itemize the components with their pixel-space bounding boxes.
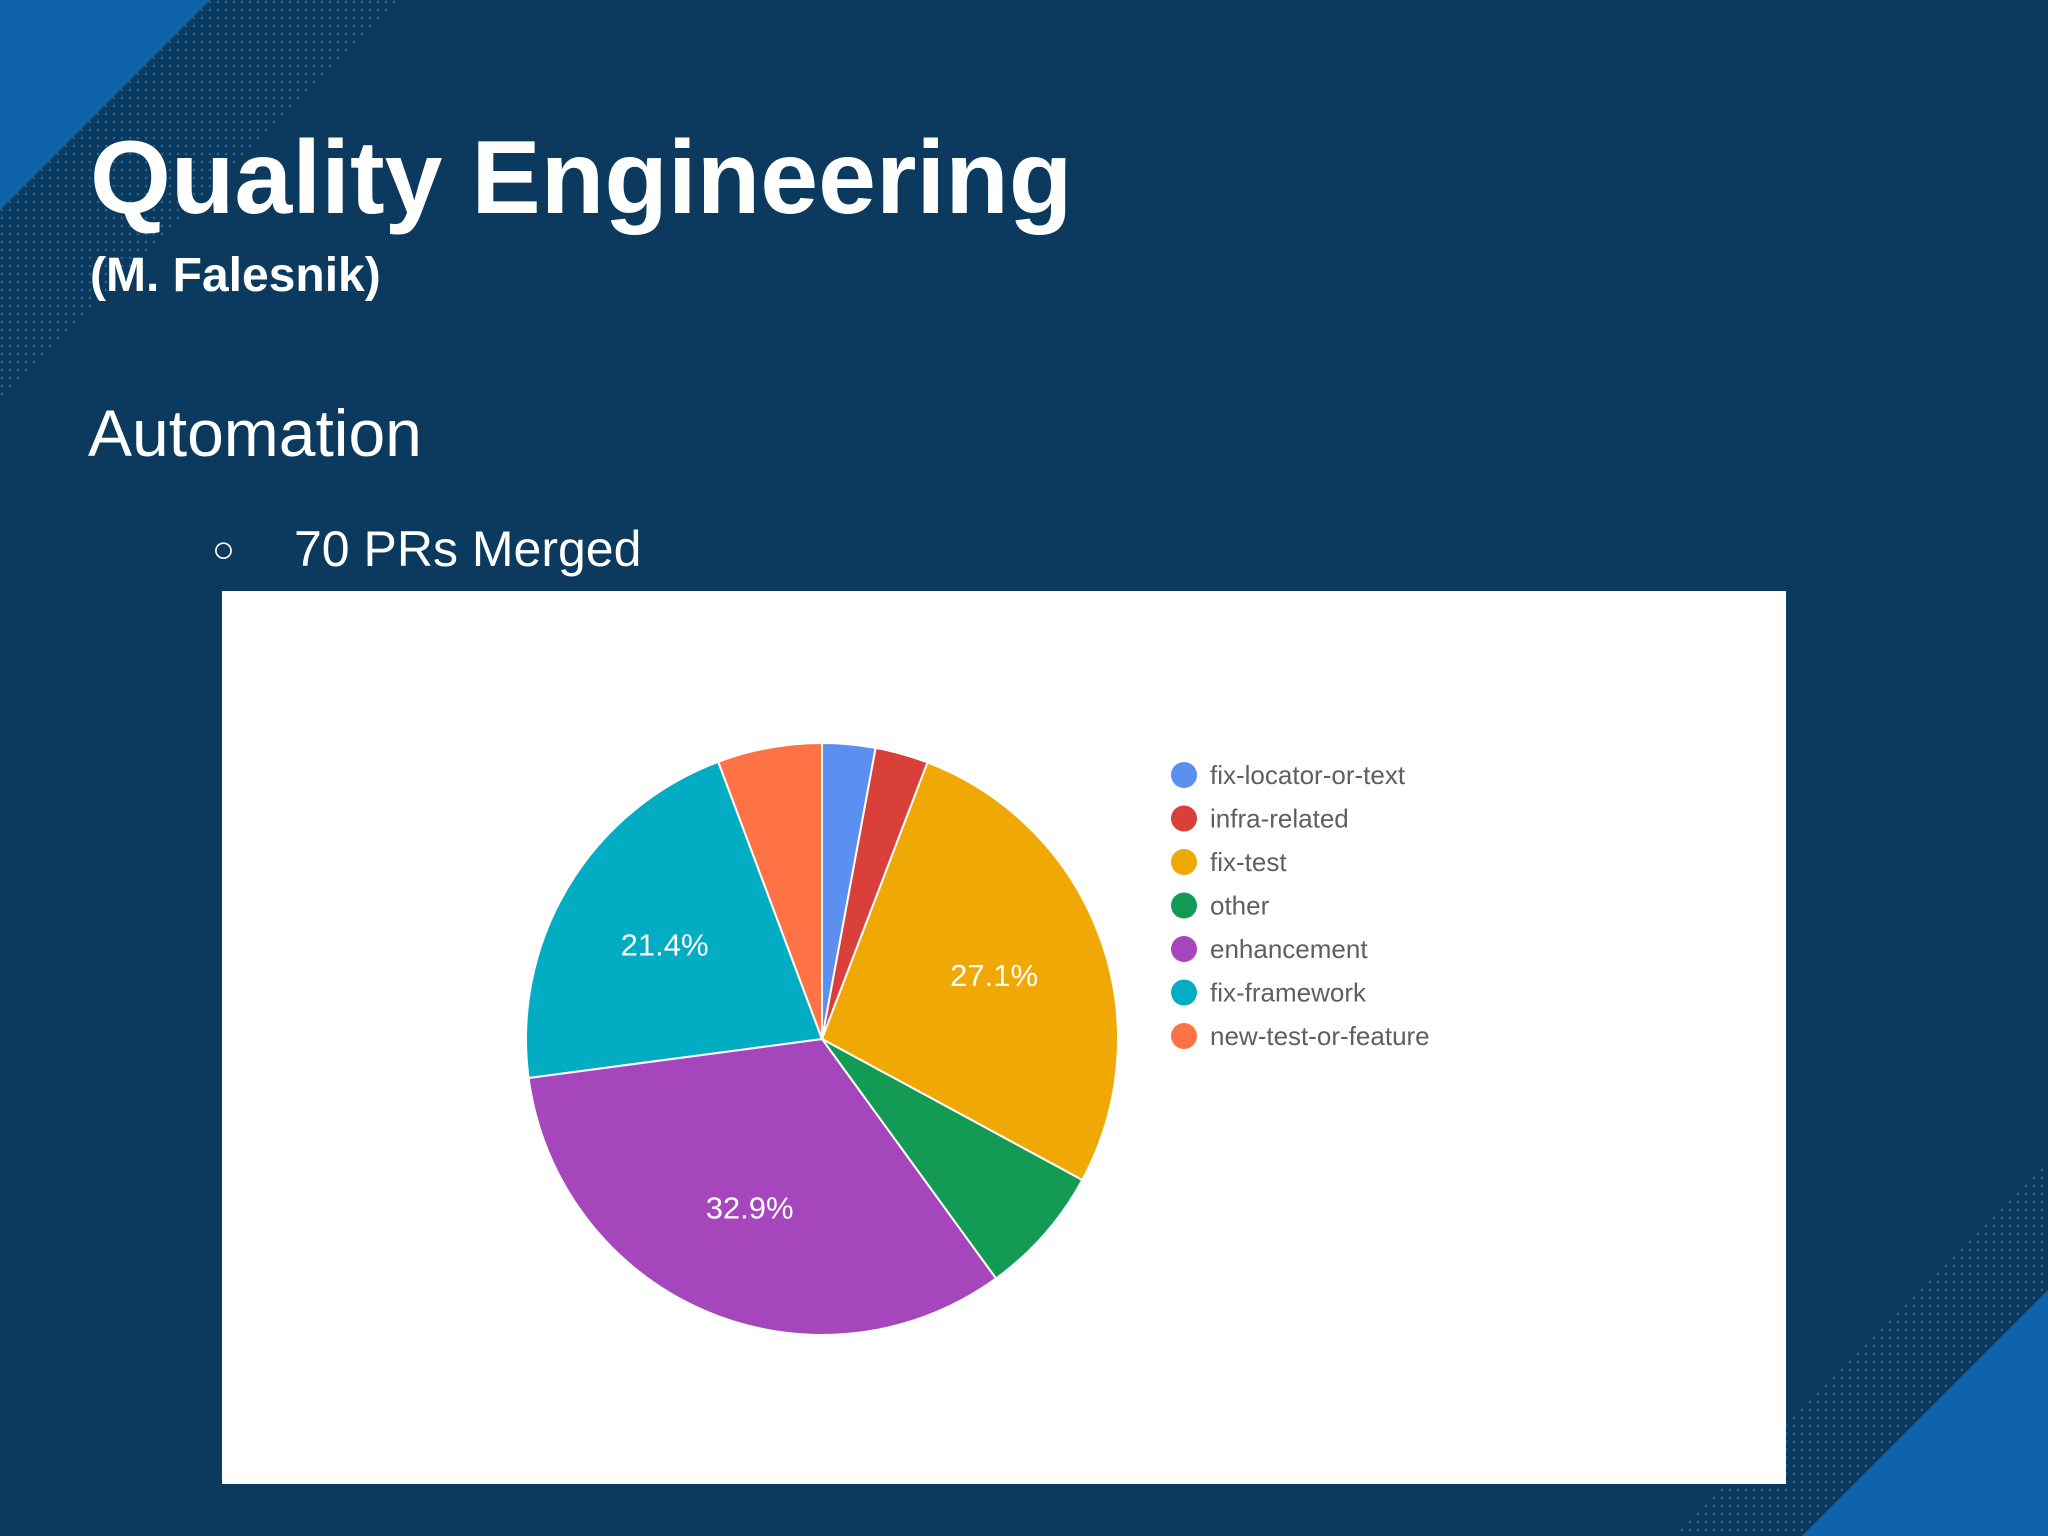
slide-title: Quality Engineering	[90, 120, 1073, 236]
legend-swatch-fix-locator-or-text	[1171, 762, 1197, 788]
bullet-item: ○ 70 PRs Merged	[212, 524, 641, 574]
pie-chart-card: 27.1% 32.9% 21.4% fix-locator-or-text infra-…	[222, 591, 1786, 1484]
pie-chart: 27.1% 32.9% 21.4% fix-locator-or-text infra-…	[525, 741, 1430, 1336]
legend-label-infra-related: infra-related	[1210, 804, 1349, 834]
legend-swatch-fix-framework	[1171, 979, 1197, 1006]
pie-slice-other	[821, 1038, 1084, 1280]
pie-slice-new-test-or-feature	[716, 741, 823, 1040]
section-heading: Automation	[88, 396, 422, 470]
legend-label-fix-test: fix-test	[1210, 847, 1287, 877]
bullet-text: 70 PRs Merged	[294, 521, 642, 577]
legend-label-fix-framework: fix-framework	[1210, 978, 1367, 1008]
pie-slice-label: 21.4%	[621, 928, 709, 963]
pie-slice-label: 27.1%	[950, 958, 1038, 993]
legend-label-enhancement: enhancement	[1210, 934, 1368, 964]
pie-slice-fix-test	[820, 761, 1119, 1182]
pie-slice-label: 32.9%	[706, 1191, 794, 1226]
legend-label-new-test-or-feature: new-test-or-feature	[1210, 1021, 1430, 1051]
bullet-circle-icon: ○	[212, 529, 235, 571]
legend-label-fix-locator-or-text: fix-locator-or-text	[1210, 760, 1406, 790]
pie-slice-fix-framework	[525, 760, 824, 1080]
slide-subtitle: (M. Falesnik)	[90, 249, 381, 302]
legend-swatch-infra-related	[1171, 805, 1197, 832]
legend-swatch-fix-test	[1171, 849, 1197, 875]
legend-swatch-other	[1171, 892, 1197, 919]
legend-label-other: other	[1210, 891, 1270, 921]
legend-swatch-new-test-or-feature	[1171, 1023, 1197, 1049]
pie-slice-enhancement	[527, 1037, 998, 1336]
legend-swatch-enhancement	[1171, 936, 1197, 962]
